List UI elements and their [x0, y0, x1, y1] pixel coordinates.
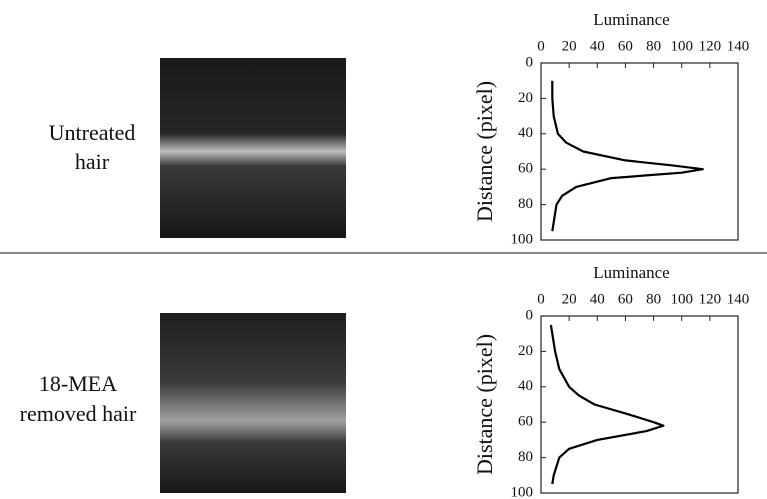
x-tick-label: 60 — [618, 38, 633, 54]
y-tick-label: 20 — [518, 90, 533, 106]
y-tick-label: 80 — [518, 196, 533, 212]
y-tick-label: 80 — [518, 449, 533, 465]
x-tick-label: 0 — [537, 291, 545, 307]
y-tick-label: 0 — [526, 54, 534, 70]
x-axis-title: Luminance — [593, 263, 669, 282]
x-tick-label: 20 — [562, 291, 577, 307]
y-axis-title: Distance (pixel) — [472, 81, 497, 222]
x-tick-label: 140 — [727, 291, 750, 307]
y-tick-label: 100 — [511, 231, 534, 247]
y-tick-label: 60 — [518, 414, 533, 430]
y-tick-label: 40 — [518, 378, 533, 394]
x-tick-label: 100 — [670, 38, 693, 54]
x-tick-label: 0 — [537, 38, 545, 54]
y-tick-label: 0 — [526, 307, 534, 323]
y-axis-title: Distance (pixel) — [472, 334, 497, 475]
plot-frame — [540, 62, 739, 241]
profile-line — [549, 324, 665, 485]
y-tick-label: 40 — [518, 125, 533, 141]
x-tick-label: 20 — [562, 38, 577, 54]
x-axis-title: Luminance — [593, 10, 669, 29]
row-label: hair — [75, 149, 110, 174]
hair-image — [160, 58, 346, 238]
plot-frame — [540, 315, 739, 494]
x-tick-label: 120 — [699, 291, 722, 307]
x-tick-label: 120 — [699, 38, 722, 54]
x-tick-label: 80 — [646, 291, 661, 307]
y-tick-label: 60 — [518, 161, 533, 177]
x-tick-label: 40 — [590, 38, 605, 54]
x-tick-label: 40 — [590, 291, 605, 307]
hair-image — [160, 313, 346, 493]
row-label: Untreated — [49, 120, 136, 145]
y-tick-label: 100 — [511, 484, 534, 499]
row-label: removed hair — [20, 401, 137, 426]
y-tick-label: 20 — [518, 343, 533, 359]
profile-line — [551, 80, 704, 232]
x-tick-label: 60 — [618, 291, 633, 307]
x-tick-label: 80 — [646, 38, 661, 54]
x-tick-label: 100 — [670, 291, 693, 307]
row-label: 18-MEA — [39, 371, 117, 396]
x-tick-label: 140 — [727, 38, 750, 54]
